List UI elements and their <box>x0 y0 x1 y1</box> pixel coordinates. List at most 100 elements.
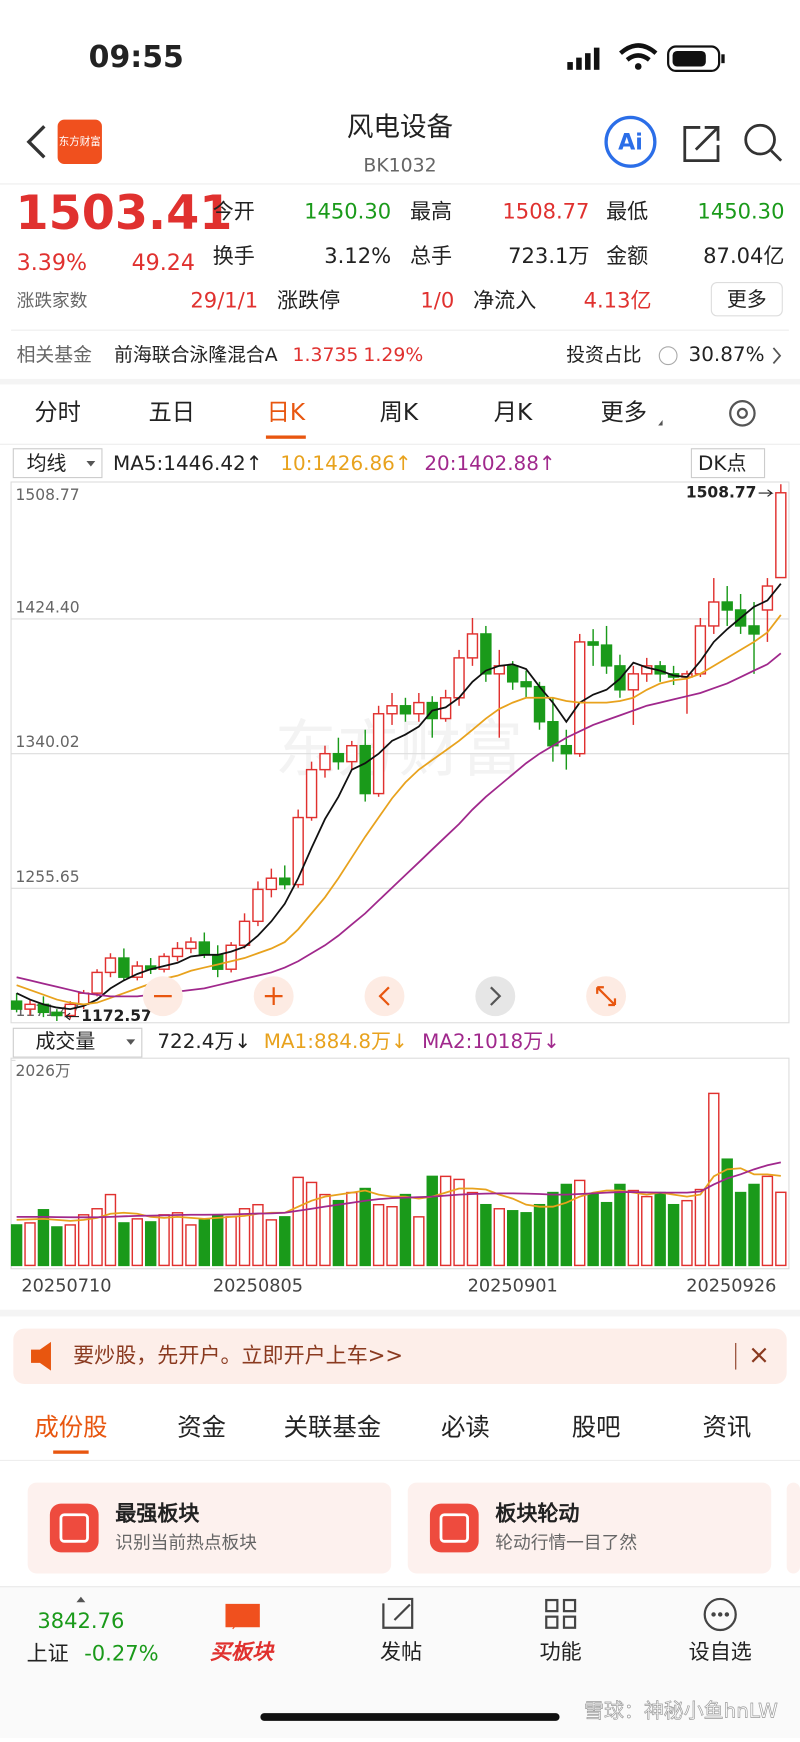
card-title: 最强板块 <box>115 1501 200 1526</box>
more-button[interactable] <box>710 282 783 317</box>
index-value[interactable]: 3842.76 <box>37 1608 124 1633</box>
breadth: 29/1/1 <box>190 287 258 312</box>
volume-bar <box>775 1191 787 1267</box>
candle-body <box>332 752 345 763</box>
volume-bar <box>600 1201 613 1267</box>
vol-ma1-label: MA1:884.8万↓ <box>264 1029 408 1053</box>
card[interactable] <box>407 1482 772 1574</box>
candle-body <box>721 601 733 611</box>
candle-body <box>574 641 586 755</box>
content-tab[interactable]: 必读 <box>441 1412 490 1441</box>
price-chart: 1171.471255.651340.021424.401508.771508.… <box>10 484 789 1025</box>
dropdown <box>126 1039 136 1045</box>
ai-button[interactable] <box>604 115 657 168</box>
settings-button[interactable] <box>729 400 756 427</box>
candle-body <box>694 625 707 675</box>
period-tab[interactable]: 分时 <box>34 399 81 426</box>
content-tab[interactable]: 资金 <box>177 1412 226 1441</box>
content-tab[interactable]: 关联基金 <box>284 1412 381 1441</box>
field-label: 最低 <box>606 199 648 224</box>
candle-body <box>413 701 425 715</box>
watchlist-icon <box>703 1597 737 1632</box>
y-tick-label: 1340.02 <box>16 733 80 751</box>
volume-selector[interactable] <box>12 1027 143 1058</box>
volume-bar <box>480 1203 492 1267</box>
field-value: 87.04亿 <box>703 243 784 268</box>
y-tick-label: 1508.77 <box>16 486 80 504</box>
card-subtitle: 识别当前热点板块 <box>115 1533 257 1554</box>
scroll-right[interactable] <box>475 976 516 1017</box>
volume-bar <box>24 1222 36 1267</box>
volume-bar <box>426 1175 438 1267</box>
separator <box>0 1309 800 1317</box>
flow-label: 净流入 <box>473 287 536 312</box>
volume-bar <box>399 1193 412 1267</box>
nav-item[interactable]: 功能 <box>540 1639 582 1664</box>
candle-body <box>708 601 720 627</box>
function-icon <box>545 1598 577 1629</box>
volume-bar <box>721 1158 733 1267</box>
back-button[interactable] <box>26 125 46 159</box>
content-tab[interactable]: 成份股 <box>34 1412 107 1441</box>
volume-bar <box>761 1175 774 1267</box>
min-label: 1172.57 <box>81 1007 152 1025</box>
nav-item[interactable]: 设自选 <box>689 1639 752 1664</box>
change-pct: 3.39% <box>17 250 87 276</box>
period-tab[interactable]: 更多 <box>601 399 648 426</box>
volume-bar <box>104 1193 117 1267</box>
period-tabs: 分时 五日 日K 周K 月K 更多 <box>34 399 663 439</box>
period-tab[interactable]: 五日 <box>148 399 195 426</box>
card[interactable] <box>27 1482 392 1574</box>
banner-close[interactable] <box>751 1347 767 1363</box>
watermark: 雪球：神秘小鱼hnLW <box>584 1698 778 1722</box>
help-icon[interactable] <box>658 346 678 366</box>
field-value: 1450.30 <box>697 199 784 224</box>
period-tab[interactable]: 月K <box>494 399 533 426</box>
price-frame <box>10 481 790 1024</box>
nav-item[interactable]: 买板块 <box>210 1639 275 1664</box>
candle-body <box>305 768 318 819</box>
card-peek <box>786 1482 800 1574</box>
volume-bar <box>372 1203 385 1267</box>
volume-bar <box>466 1191 479 1267</box>
volume-selector-text: 成交量 <box>35 1029 95 1053</box>
candle-body <box>453 657 465 699</box>
volume-bar <box>560 1183 573 1267</box>
volume-bar <box>667 1203 680 1267</box>
scroll-left[interactable] <box>364 976 405 1017</box>
tab-underline <box>265 435 306 439</box>
content-tab[interactable]: 资讯 <box>703 1412 752 1441</box>
logo <box>57 119 102 164</box>
search-button[interactable] <box>744 123 783 162</box>
candle-body <box>51 1011 63 1017</box>
ratio-label: 投资占比 <box>566 344 641 366</box>
candle-body <box>520 681 532 688</box>
period-tab[interactable]: 日K <box>267 399 306 426</box>
content-tab[interactable]: 股吧 <box>572 1412 621 1441</box>
nav-item[interactable]: 发帖 <box>380 1639 422 1664</box>
field-label: 最高 <box>410 199 452 224</box>
volume-bar <box>252 1203 264 1267</box>
card-title: 板块轮动 <box>495 1501 579 1526</box>
volume-bar <box>51 1226 63 1267</box>
post-icon <box>382 1597 414 1629</box>
volume-chart: 2026万 20250710 20250805 20250901 20250926 <box>10 1059 787 1296</box>
volume-bar <box>533 1203 546 1267</box>
share-button[interactable] <box>683 126 720 163</box>
volume-label: 722.4万↓ <box>157 1029 251 1053</box>
candle-body <box>641 665 653 675</box>
period-tab[interactable]: 周K <box>380 399 419 426</box>
banner[interactable] <box>13 1328 787 1384</box>
field-label: 总手 <box>410 243 452 268</box>
status-time: 09:55 <box>89 40 184 75</box>
volume-bar <box>10 1224 23 1267</box>
volume-bar <box>547 1191 559 1267</box>
index-arrow <box>76 1596 86 1603</box>
volume-bar <box>64 1224 76 1267</box>
ma-selector[interactable] <box>12 448 103 479</box>
volume-bar <box>574 1179 586 1267</box>
volume-bar <box>158 1214 170 1267</box>
indicator-selector[interactable] <box>690 448 766 479</box>
candle-body <box>225 944 237 970</box>
